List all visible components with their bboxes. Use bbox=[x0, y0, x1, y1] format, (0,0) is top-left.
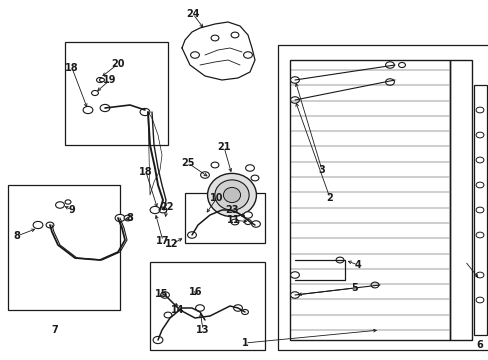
Circle shape bbox=[244, 220, 251, 225]
Bar bbox=[278, 45, 488, 350]
Circle shape bbox=[140, 108, 150, 116]
Text: 25: 25 bbox=[181, 158, 194, 168]
Text: 14: 14 bbox=[171, 305, 184, 315]
Circle shape bbox=[200, 172, 209, 178]
Bar bbox=[449, 60, 471, 340]
Text: 20: 20 bbox=[111, 59, 124, 69]
Circle shape bbox=[475, 107, 483, 113]
Circle shape bbox=[83, 107, 93, 114]
Circle shape bbox=[190, 52, 199, 58]
Circle shape bbox=[96, 77, 103, 82]
Circle shape bbox=[243, 52, 252, 58]
Text: 3: 3 bbox=[318, 165, 325, 175]
Circle shape bbox=[187, 232, 196, 238]
Text: 15: 15 bbox=[155, 289, 168, 299]
Circle shape bbox=[370, 282, 378, 288]
Circle shape bbox=[290, 77, 299, 83]
Text: 10: 10 bbox=[210, 193, 224, 203]
Circle shape bbox=[475, 182, 483, 188]
Circle shape bbox=[164, 312, 172, 318]
Text: 11: 11 bbox=[227, 215, 240, 225]
Circle shape bbox=[251, 221, 260, 227]
Circle shape bbox=[398, 63, 405, 68]
Bar bbox=[150, 262, 264, 350]
Ellipse shape bbox=[214, 180, 248, 210]
Text: 7: 7 bbox=[52, 325, 58, 335]
Circle shape bbox=[65, 200, 71, 204]
Circle shape bbox=[475, 297, 483, 303]
Ellipse shape bbox=[223, 188, 240, 203]
Circle shape bbox=[46, 222, 54, 228]
Text: 16: 16 bbox=[189, 287, 203, 297]
Circle shape bbox=[290, 272, 299, 278]
Text: 13: 13 bbox=[196, 325, 209, 335]
Circle shape bbox=[241, 310, 248, 315]
Text: 24: 24 bbox=[186, 9, 199, 19]
Circle shape bbox=[385, 79, 394, 85]
Circle shape bbox=[231, 219, 239, 225]
Circle shape bbox=[475, 232, 483, 238]
Text: 9: 9 bbox=[68, 205, 75, 215]
Text: 17: 17 bbox=[156, 236, 169, 246]
Bar bbox=[8, 185, 120, 310]
Text: 12: 12 bbox=[165, 239, 179, 249]
Circle shape bbox=[290, 97, 299, 103]
Bar bbox=[473, 85, 486, 335]
Text: 5: 5 bbox=[351, 283, 358, 293]
Circle shape bbox=[56, 202, 64, 208]
Circle shape bbox=[290, 292, 299, 298]
Circle shape bbox=[150, 206, 160, 213]
Circle shape bbox=[243, 212, 252, 218]
Circle shape bbox=[124, 215, 132, 221]
Circle shape bbox=[231, 32, 239, 38]
Ellipse shape bbox=[207, 174, 256, 217]
Text: 21: 21 bbox=[217, 142, 230, 152]
Circle shape bbox=[91, 90, 98, 95]
Text: 8: 8 bbox=[126, 213, 133, 223]
Text: 6: 6 bbox=[476, 340, 482, 350]
Bar bbox=[65, 42, 168, 145]
Circle shape bbox=[33, 221, 43, 229]
Text: 4: 4 bbox=[354, 260, 361, 270]
Text: 22: 22 bbox=[160, 202, 173, 212]
Circle shape bbox=[335, 257, 343, 263]
Circle shape bbox=[233, 305, 242, 311]
Circle shape bbox=[100, 104, 110, 112]
Circle shape bbox=[475, 132, 483, 138]
Bar bbox=[289, 60, 449, 340]
Text: 18: 18 bbox=[65, 63, 79, 73]
Text: 8: 8 bbox=[14, 231, 20, 241]
Text: 1: 1 bbox=[241, 338, 248, 348]
Bar bbox=[184, 193, 264, 243]
Text: 23: 23 bbox=[225, 205, 238, 215]
Circle shape bbox=[475, 207, 483, 213]
Circle shape bbox=[245, 165, 254, 171]
Text: 2: 2 bbox=[326, 193, 333, 203]
Text: 19: 19 bbox=[103, 75, 117, 85]
Circle shape bbox=[250, 175, 258, 181]
Circle shape bbox=[211, 35, 219, 41]
Circle shape bbox=[385, 62, 394, 68]
Circle shape bbox=[475, 157, 483, 163]
Circle shape bbox=[160, 292, 169, 298]
Circle shape bbox=[153, 336, 163, 343]
Circle shape bbox=[115, 215, 124, 222]
Circle shape bbox=[100, 78, 104, 82]
Circle shape bbox=[159, 207, 166, 213]
Circle shape bbox=[195, 305, 204, 311]
Text: 18: 18 bbox=[139, 167, 152, 177]
Circle shape bbox=[475, 272, 483, 278]
Circle shape bbox=[211, 162, 219, 168]
